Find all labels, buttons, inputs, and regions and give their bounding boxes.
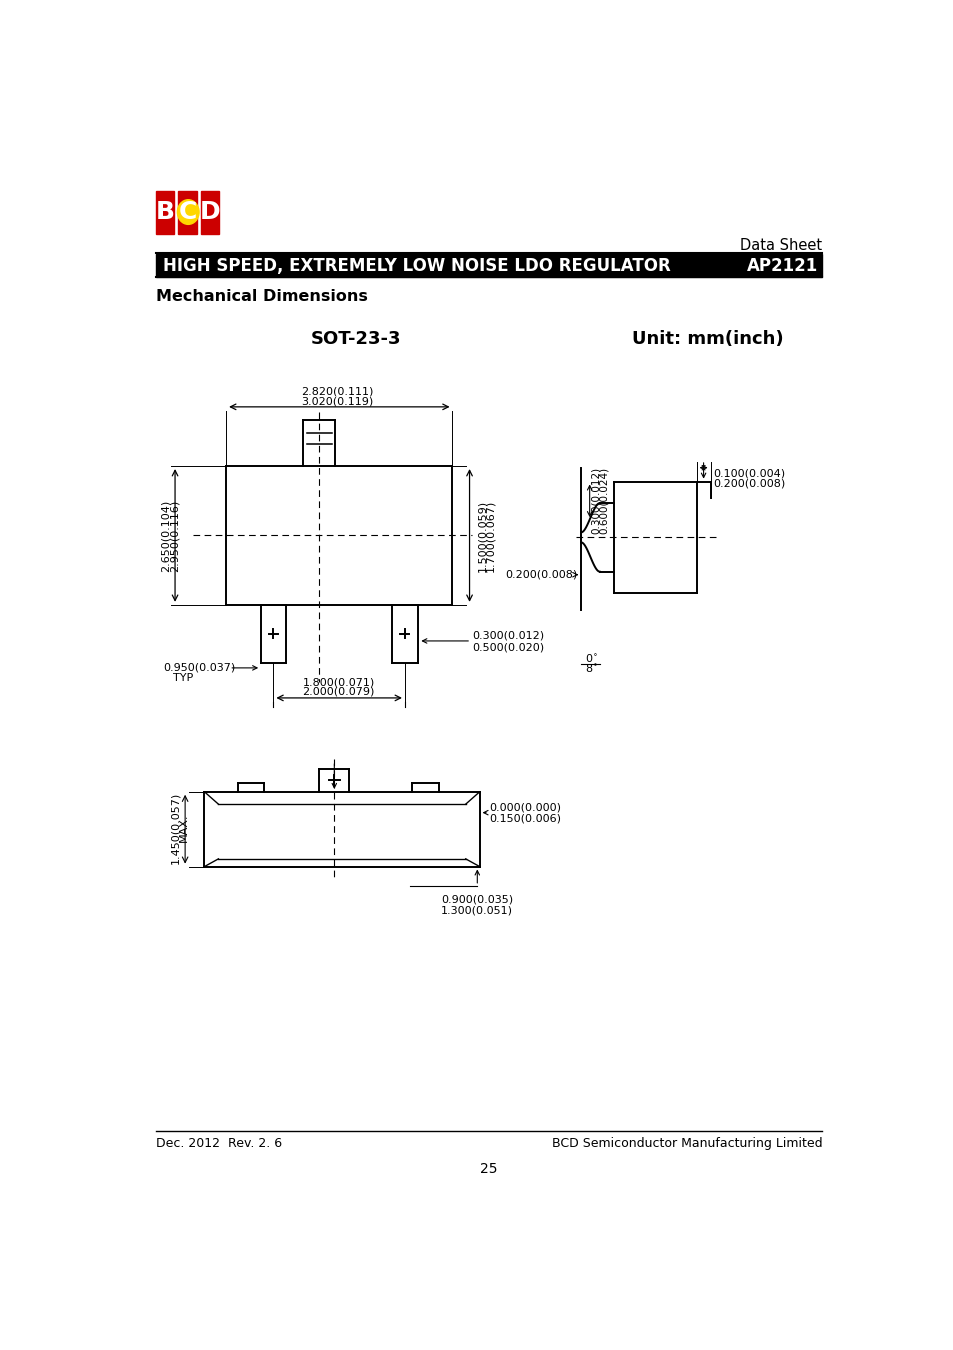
Text: 2.650(0.104): 2.650(0.104) [161, 500, 171, 571]
Text: 25: 25 [479, 1162, 497, 1176]
Text: 2.820(0.111): 2.820(0.111) [301, 387, 374, 397]
Text: HIGH SPEED, EXTREMELY LOW NOISE LDO REGULATOR: HIGH SPEED, EXTREMELY LOW NOISE LDO REGU… [163, 256, 671, 275]
Text: 0.200(0.008): 0.200(0.008) [505, 570, 577, 579]
Text: 1.500(0.059): 1.500(0.059) [476, 500, 487, 571]
Text: 0.950(0.037): 0.950(0.037) [163, 663, 235, 672]
Bar [178, 192, 196, 234]
Text: 1.450(0.057): 1.450(0.057) [171, 792, 181, 864]
Text: C: C [178, 200, 196, 224]
Text: TYP: TYP [173, 672, 193, 683]
Text: 2.950(0.116): 2.950(0.116) [169, 500, 179, 571]
Text: Unit: mm(inch): Unit: mm(inch) [632, 331, 783, 348]
Text: 1.800(0.071): 1.800(0.071) [302, 678, 375, 687]
Text: MAX.: MAX. [179, 814, 189, 842]
Text: BCD Semiconductor Manufacturing Limited: BCD Semiconductor Manufacturing Limited [551, 1137, 821, 1150]
Ellipse shape [177, 200, 199, 224]
Text: $8^{\circ}$: $8^{\circ}$ [584, 663, 598, 675]
Text: AP2121: AP2121 [746, 256, 818, 275]
Text: 1.300(0.051): 1.300(0.051) [440, 906, 513, 915]
Bar [155, 192, 174, 234]
Text: $0^{\circ}$: $0^{\circ}$ [584, 653, 598, 666]
Text: 3.020(0.119): 3.020(0.119) [301, 396, 374, 406]
Text: 0.100(0.004): 0.100(0.004) [713, 468, 785, 479]
Text: SOT-23-3: SOT-23-3 [310, 331, 400, 348]
Text: 0.500(0.020): 0.500(0.020) [472, 643, 543, 652]
Text: 0.300(0.012): 0.300(0.012) [472, 630, 543, 640]
Text: 2.000(0.079): 2.000(0.079) [302, 686, 375, 697]
Text: 0.600(0.024): 0.600(0.024) [598, 467, 608, 535]
Text: Data Sheet: Data Sheet [740, 238, 821, 252]
Text: 0.000(0.000): 0.000(0.000) [489, 802, 561, 813]
Text: B: B [155, 200, 174, 224]
Text: 0.150(0.006): 0.150(0.006) [489, 813, 561, 823]
Text: Mechanical Dimensions: Mechanical Dimensions [155, 289, 367, 304]
Bar [200, 192, 219, 234]
Text: D: D [199, 200, 220, 224]
Text: 1.700(0.067): 1.700(0.067) [485, 500, 496, 571]
Text: 0.200(0.008): 0.200(0.008) [713, 478, 785, 489]
Text: 0.300(0.012): 0.300(0.012) [591, 467, 600, 535]
Text: Dec. 2012  Rev. 2. 6: Dec. 2012 Rev. 2. 6 [155, 1137, 281, 1150]
Bar [155, 254, 821, 277]
Text: 0.900(0.035): 0.900(0.035) [440, 895, 513, 905]
